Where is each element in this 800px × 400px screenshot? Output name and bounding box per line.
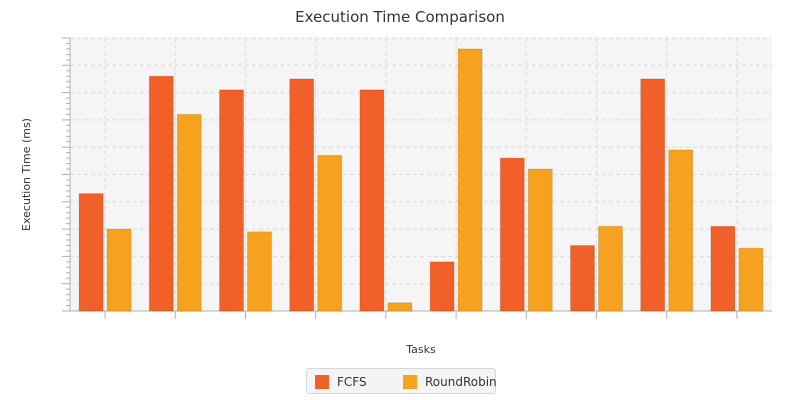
chart-title: Execution Time Comparison [295,8,505,26]
legend-label-roundrobin: RoundRobin [425,375,497,389]
legend-swatch-fcfs [315,375,329,389]
bar-fcfs [78,193,104,312]
bar-fcfs [359,89,385,312]
bar-fcfs [640,78,666,312]
bar-fcfs [289,78,315,312]
bar-fcfs [429,261,455,312]
legend: FCFS RoundRobin [306,368,497,394]
bar-roundrobin [317,154,343,312]
bar-roundrobin [106,228,132,312]
bar-roundrobin [247,231,272,312]
bar-roundrobin [738,247,764,312]
bar-fcfs [499,157,525,312]
bar-fcfs [710,225,736,312]
bar-fcfs [570,244,595,312]
bar-roundrobin [668,149,694,312]
bar-roundrobin [598,225,623,312]
bar-roundrobin [527,168,553,312]
legend-swatch-roundrobin [403,375,417,389]
bars [78,48,764,312]
bar-roundrobin [176,113,202,312]
bar-fcfs [148,75,174,312]
bar-fcfs [219,89,244,312]
y-axis-label: Execution Time (ms) [20,118,33,231]
x-axis-label: Tasks [405,343,436,356]
bar-roundrobin [387,302,413,312]
legend-label-fcfs: FCFS [337,375,367,389]
bar-roundrobin [457,48,483,312]
